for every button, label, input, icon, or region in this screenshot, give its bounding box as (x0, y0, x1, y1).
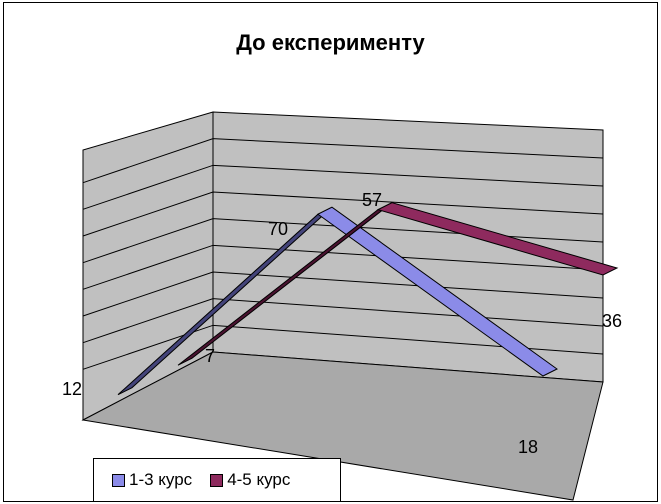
legend-label-series-2: 4-5 курс (227, 470, 291, 489)
data-label-series-2-point-2: 57 (362, 190, 382, 210)
gridline (82, 164, 604, 210)
gridline (82, 244, 604, 290)
gridline (82, 138, 604, 184)
legend: 1-3 курс 4-5 курс (93, 458, 341, 502)
legend-label-series-1: 1-3 курс (129, 470, 193, 489)
legend-item-series-2: 4-5 курс (210, 470, 290, 490)
floor (81, 351, 604, 501)
data-label-series-2-point-1: 7 (205, 346, 215, 366)
data-label-series-2-point-3: 36 (602, 311, 622, 331)
legend-swatch-series-2 (210, 473, 224, 487)
series-1-segment-2 (317, 206, 558, 377)
series-2-segment-2 (376, 202, 619, 276)
data-label-series-1-point-1: 12 (62, 379, 82, 399)
legend-swatch-series-1 (112, 473, 125, 487)
chart-title: До експерименту (236, 30, 425, 55)
legend-item-series-1: 1-3 курс (112, 470, 192, 490)
gridline (82, 324, 604, 370)
gridline (82, 271, 604, 317)
gridline (82, 191, 604, 237)
data-label-series-1-point-2: 70 (268, 219, 288, 239)
data-label-series-1-point-3: 18 (518, 437, 538, 457)
